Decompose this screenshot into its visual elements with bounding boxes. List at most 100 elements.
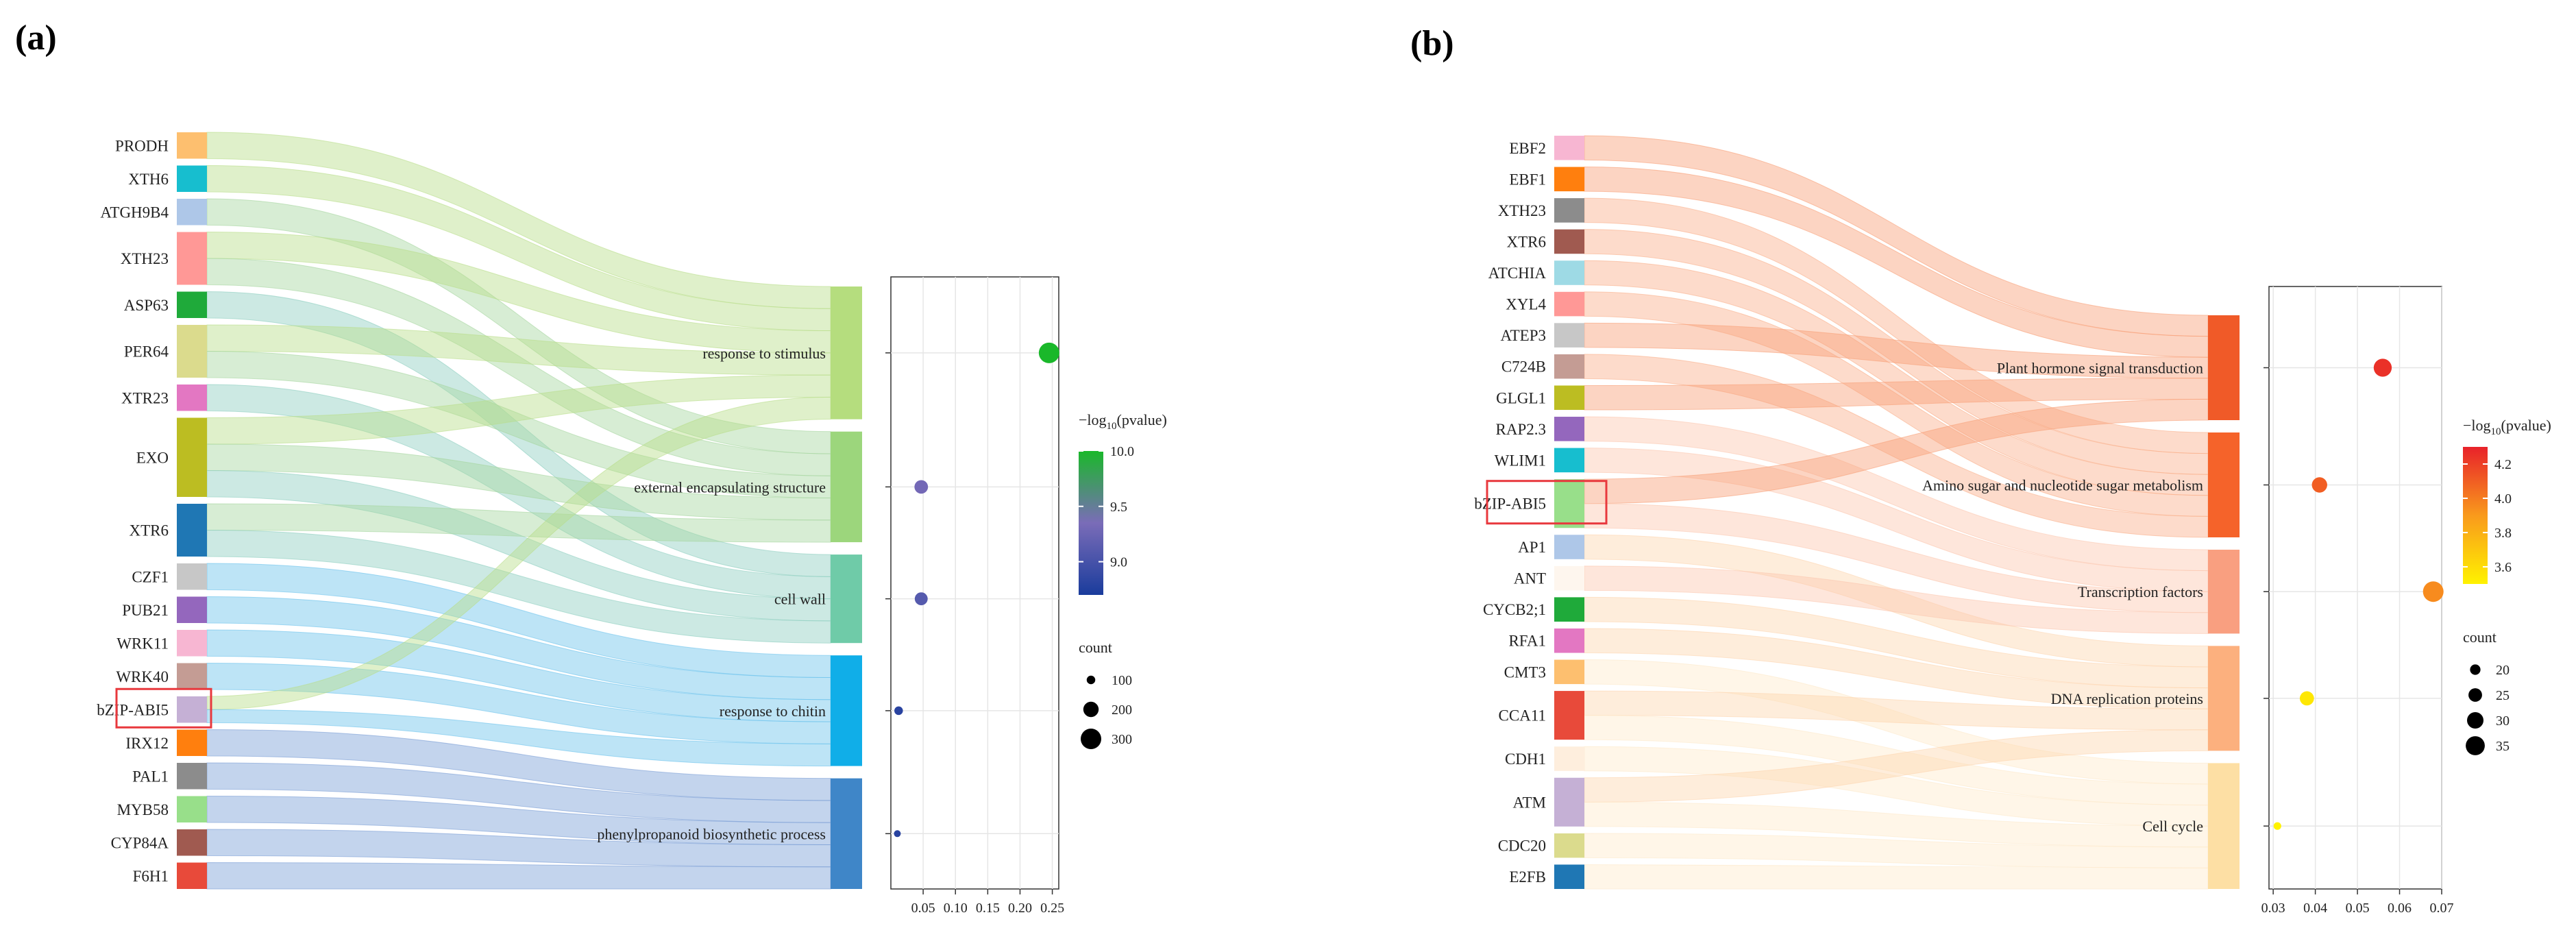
gene-label: CDH1 — [1505, 751, 1546, 768]
gene-label: PAL1 — [132, 768, 169, 785]
gene-label: XTH6 — [128, 171, 169, 188]
gene-node — [1554, 479, 1584, 528]
gene-node — [1554, 167, 1584, 192]
term-label: DNA replication proteins — [2051, 690, 2203, 707]
gene-label: ATCHIA — [1488, 265, 1547, 282]
plot-frame — [890, 276, 1059, 890]
dot-point — [914, 480, 929, 494]
gene-node — [1554, 864, 1584, 889]
color-legend: −log10(pvalue) 10.0 9.5 9.0 — [1079, 411, 1167, 595]
x-tick-label: 0.05 — [911, 901, 935, 916]
gene-node — [1554, 746, 1584, 771]
x-tick-label: 0.06 — [2388, 901, 2412, 916]
term-node — [2208, 432, 2240, 537]
size-legend-title: count — [2463, 629, 2497, 646]
gene-node — [1554, 136, 1584, 160]
term-node — [831, 431, 862, 543]
gene-label: PER64 — [124, 343, 169, 361]
size-legend-dot — [2468, 688, 2482, 702]
gene-label: GLGL1 — [1496, 389, 1546, 406]
term-node — [2208, 646, 2240, 751]
gene-label: XTH23 — [1498, 202, 1546, 219]
term-label: Plant hormone signal transduction — [1997, 360, 2203, 377]
gene-label: CYP84A — [111, 834, 169, 851]
gene-node — [1554, 535, 1584, 559]
dot-point — [2422, 581, 2444, 602]
term-node — [831, 655, 862, 766]
term-node — [831, 778, 862, 889]
gene-node — [1554, 323, 1584, 347]
gene-label: WRK11 — [116, 635, 169, 652]
gene-label: E2FB — [1509, 868, 1546, 886]
gene-label: C724B — [1501, 358, 1546, 376]
term-node — [2208, 315, 2240, 420]
x-tick-label: 0.20 — [1008, 901, 1032, 916]
gene-node — [1554, 777, 1584, 827]
gene-node — [1554, 833, 1584, 858]
gene-node — [177, 232, 207, 285]
gene-label: XTR23 — [121, 389, 169, 406]
gene-label: RAP2.3 — [1496, 421, 1547, 438]
size-legend-dot — [1086, 675, 1096, 685]
gene-label: XTR6 — [1507, 233, 1547, 250]
gene-label: EBF1 — [1509, 171, 1546, 188]
gene-label: PUB21 — [122, 602, 169, 619]
sankey-flows — [1584, 135, 2209, 890]
panel-a: (a) PRODH XTH6 ATGH9B4 XTH23 ASP63 PER64 XTR23 E… — [15, 19, 1167, 916]
x-tick-label: 0.03 — [2261, 901, 2285, 916]
dot-point — [914, 592, 928, 606]
gene-label: MYB58 — [117, 801, 169, 818]
gene-label: CDC20 — [1498, 838, 1546, 855]
term-node — [831, 286, 862, 419]
gene-label: CCA11 — [1499, 707, 1546, 724]
size-legend-dot — [1083, 701, 1099, 718]
gene-node — [1554, 448, 1584, 473]
sankey-link — [1584, 864, 2209, 890]
gene-node — [1554, 385, 1584, 411]
dot-point — [2299, 691, 2314, 706]
gene-label: F6H1 — [133, 868, 169, 885]
size-legend-label: 35 — [2496, 739, 2510, 754]
size-legend-label: 100 — [1112, 673, 1132, 688]
color-bar — [1079, 451, 1103, 595]
gene-node — [177, 796, 207, 822]
term-label: Transcription factors — [2078, 583, 2203, 600]
dot-point — [2373, 358, 2392, 377]
dot-point — [2311, 477, 2327, 493]
panel-label: (b) — [1410, 24, 1454, 63]
term-label: Amino sugar and nucleotide sugar metabol… — [1922, 477, 2203, 494]
gene-node — [177, 862, 207, 889]
x-tick-label: 0.15 — [976, 901, 1000, 916]
gene-label: WRK40 — [116, 668, 169, 685]
term-node — [2208, 550, 2240, 634]
gene-label: ASP63 — [124, 297, 169, 314]
size-legend-dot — [2470, 664, 2481, 675]
color-bar-label: 9.0 — [1110, 555, 1127, 570]
gene-node — [177, 696, 207, 723]
gene-node — [177, 199, 207, 225]
gene-node — [177, 596, 207, 623]
color-bar-label: 3.8 — [2494, 526, 2512, 541]
x-tick-label: 0.10 — [944, 901, 968, 916]
highlight-box — [115, 687, 212, 729]
term-label: response to stimulus — [702, 345, 826, 362]
gene-label: EXO — [136, 449, 169, 466]
sankey-flows — [206, 132, 831, 890]
dot-plot: 0.05 0.10 0.15 0.20 0.25 — [885, 276, 1064, 916]
gene-node — [1554, 597, 1584, 622]
color-bar-label: 10.0 — [1110, 444, 1134, 459]
x-tick-label: 0.07 — [2430, 901, 2454, 916]
gene-label: CYCB2;1 — [1483, 601, 1546, 618]
gene-label: CMT3 — [1504, 663, 1546, 681]
gene-label: ATEP3 — [1501, 327, 1546, 344]
panel-label: (a) — [15, 19, 57, 58]
gene-node — [177, 563, 207, 590]
size-legend-dot — [2466, 711, 2484, 729]
gene-node — [177, 729, 207, 756]
gene-label: RFA1 — [1508, 633, 1546, 650]
gene-label: bZIP-ABI5 — [97, 701, 169, 718]
gene-label: XTH23 — [121, 250, 169, 267]
color-bar-label: 4.2 — [2494, 457, 2512, 472]
size-legend: count 100 200 300 — [1079, 639, 1132, 749]
